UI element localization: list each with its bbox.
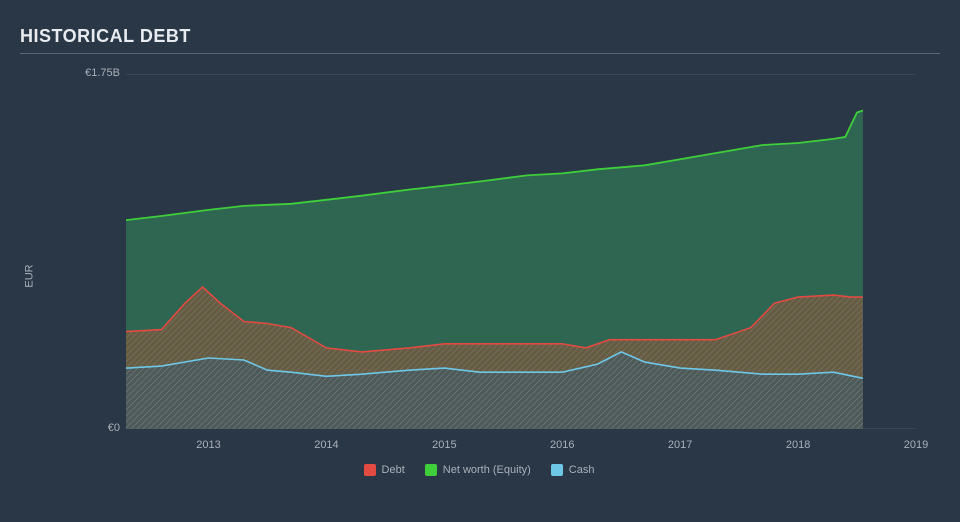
x-tick-label: 2018 bbox=[786, 439, 810, 451]
y-tick-label: €1.75B bbox=[60, 67, 120, 79]
chart-container: EUR Debt Net worth (Equity) Cash €0 €1.75B 2… bbox=[20, 66, 938, 486]
chart-legend: Debt Net worth (Equity) Cash bbox=[20, 464, 938, 479]
legend-label: Net worth (Equity) bbox=[443, 464, 531, 476]
y-axis-label: EUR bbox=[24, 264, 36, 287]
legend-item: Net worth (Equity) bbox=[425, 464, 531, 476]
x-tick-label: 2017 bbox=[668, 439, 692, 451]
area-chart bbox=[126, 74, 916, 429]
x-tick-label: 2016 bbox=[550, 439, 574, 451]
legend-swatch bbox=[551, 464, 563, 476]
x-tick-label: 2015 bbox=[432, 439, 456, 451]
chart-title: HISTORICAL DEBT bbox=[20, 26, 940, 54]
legend-label: Cash bbox=[569, 464, 595, 476]
legend-item: Cash bbox=[551, 464, 595, 476]
legend-item: Debt bbox=[364, 464, 405, 476]
x-tick-label: 2013 bbox=[196, 439, 220, 451]
legend-label: Debt bbox=[382, 464, 405, 476]
x-tick-label: 2014 bbox=[314, 439, 338, 451]
legend-swatch bbox=[425, 464, 437, 476]
y-tick-label: €0 bbox=[60, 422, 120, 434]
legend-swatch bbox=[364, 464, 376, 476]
x-tick-label: 2019 bbox=[904, 439, 928, 451]
